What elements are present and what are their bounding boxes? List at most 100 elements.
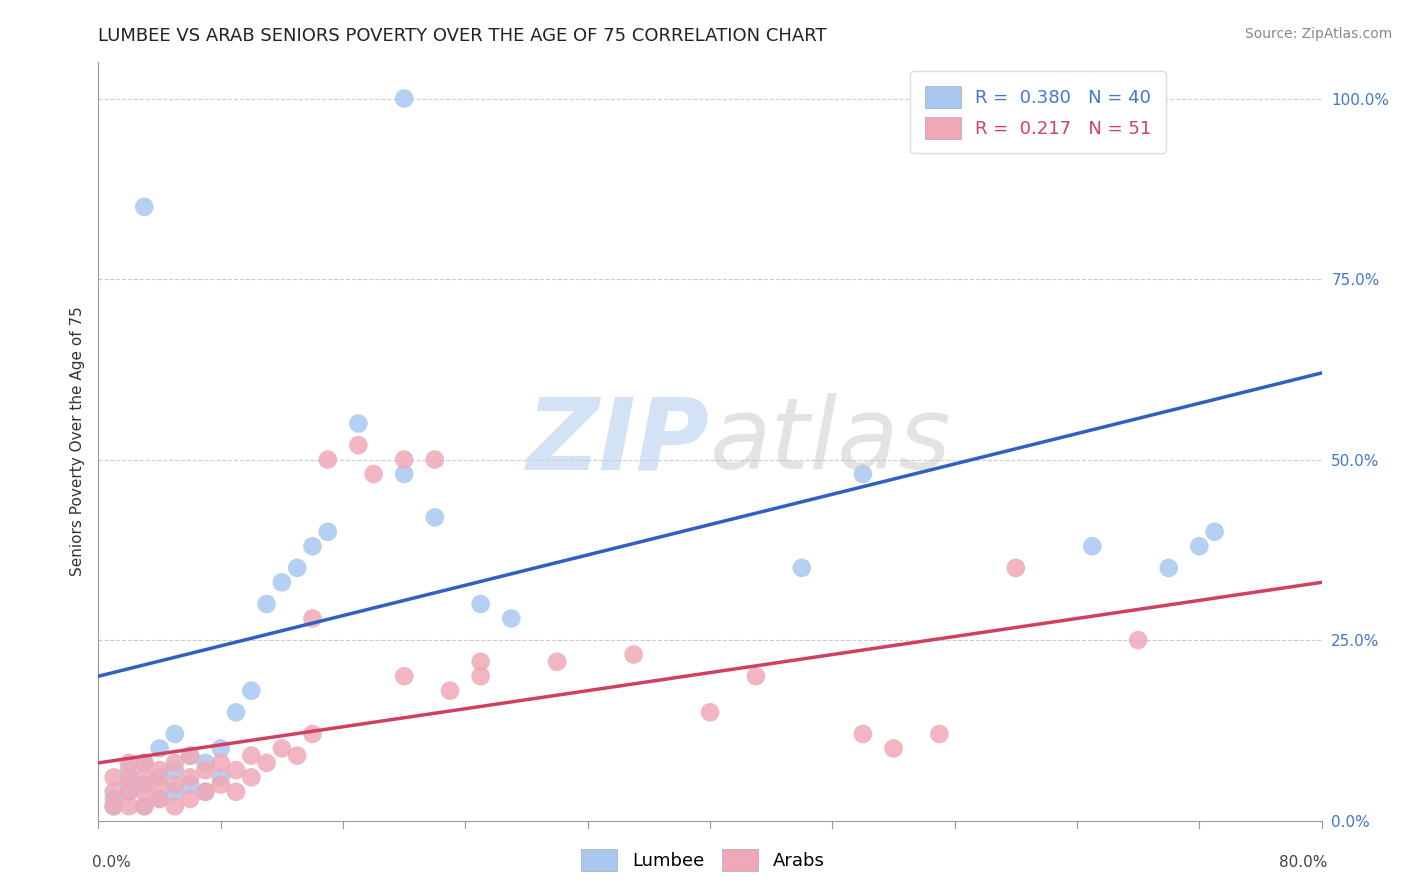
Point — [118, 763, 141, 777]
Point — [149, 770, 172, 784]
Point — [240, 683, 263, 698]
Y-axis label: Seniors Poverty Over the Age of 75: Seniors Poverty Over the Age of 75 — [69, 307, 84, 576]
Point — [134, 799, 156, 814]
Point — [118, 778, 141, 792]
Point — [194, 756, 217, 770]
Point — [194, 763, 217, 777]
Point — [240, 770, 263, 784]
Point — [546, 655, 568, 669]
Point — [392, 452, 416, 467]
Point — [134, 200, 156, 214]
Point — [1157, 561, 1180, 575]
Text: atlas: atlas — [710, 393, 952, 490]
Point — [134, 785, 156, 799]
Point — [118, 799, 141, 814]
Point — [149, 741, 172, 756]
Point — [179, 770, 201, 784]
Point — [1081, 539, 1104, 553]
Point — [285, 561, 308, 575]
Point — [256, 756, 278, 770]
Point — [852, 467, 875, 481]
Point — [103, 770, 125, 784]
Point — [103, 799, 125, 814]
Point — [1188, 539, 1211, 553]
Point — [316, 524, 339, 539]
Point — [134, 778, 156, 792]
Point — [347, 417, 370, 431]
Point — [149, 763, 172, 777]
Point — [745, 669, 768, 683]
Point — [149, 792, 172, 806]
Point — [225, 785, 247, 799]
Point — [883, 741, 905, 756]
Point — [209, 770, 232, 784]
Point — [134, 756, 156, 770]
Point — [163, 799, 186, 814]
Point — [928, 727, 950, 741]
Point — [470, 669, 492, 683]
Point — [225, 706, 247, 720]
Point — [1004, 561, 1026, 575]
Point — [179, 778, 201, 792]
Text: 80.0%: 80.0% — [1279, 855, 1327, 870]
Point — [149, 792, 172, 806]
Point — [790, 561, 813, 575]
Point — [501, 611, 523, 625]
Point — [118, 785, 141, 799]
Point — [301, 539, 323, 553]
Point — [470, 597, 492, 611]
Point — [163, 756, 186, 770]
Text: Source: ZipAtlas.com: Source: ZipAtlas.com — [1244, 27, 1392, 41]
Point — [240, 748, 263, 763]
Point — [1128, 633, 1150, 648]
Point — [209, 741, 232, 756]
Point — [118, 770, 141, 784]
Point — [347, 438, 370, 452]
Point — [439, 683, 461, 698]
Point — [270, 575, 292, 590]
Point — [301, 727, 323, 741]
Point — [225, 763, 247, 777]
Text: 0.0%: 0.0% — [93, 855, 131, 870]
Point — [163, 727, 186, 741]
Legend: Lumbee, Arabs: Lumbee, Arabs — [574, 842, 832, 879]
Point — [103, 792, 125, 806]
Point — [392, 467, 416, 481]
Point — [103, 785, 125, 799]
Point — [256, 597, 278, 611]
Point — [134, 770, 156, 784]
Point — [392, 91, 416, 105]
Point — [118, 756, 141, 770]
Point — [103, 799, 125, 814]
Point — [209, 778, 232, 792]
Point — [699, 706, 721, 720]
Text: LUMBEE VS ARAB SENIORS POVERTY OVER THE AGE OF 75 CORRELATION CHART: LUMBEE VS ARAB SENIORS POVERTY OVER THE … — [98, 27, 827, 45]
Point — [1204, 524, 1226, 539]
Point — [179, 748, 201, 763]
Point — [134, 799, 156, 814]
Point — [423, 510, 446, 524]
Point — [179, 792, 201, 806]
Point — [179, 748, 201, 763]
Point — [423, 452, 446, 467]
Text: ZIP: ZIP — [527, 393, 710, 490]
Point — [163, 778, 186, 792]
Point — [134, 756, 156, 770]
Point — [285, 748, 308, 763]
Point — [392, 669, 416, 683]
Point — [363, 467, 385, 481]
Point — [163, 785, 186, 799]
Point — [194, 785, 217, 799]
Point — [316, 452, 339, 467]
Point — [470, 655, 492, 669]
Legend: R =  0.380   N = 40, R =  0.217   N = 51: R = 0.380 N = 40, R = 0.217 N = 51 — [910, 71, 1166, 153]
Point — [163, 763, 186, 777]
Point — [623, 648, 645, 662]
Point — [149, 778, 172, 792]
Point — [852, 727, 875, 741]
Point — [301, 611, 323, 625]
Point — [270, 741, 292, 756]
Point — [194, 785, 217, 799]
Point — [209, 756, 232, 770]
Point — [118, 785, 141, 799]
